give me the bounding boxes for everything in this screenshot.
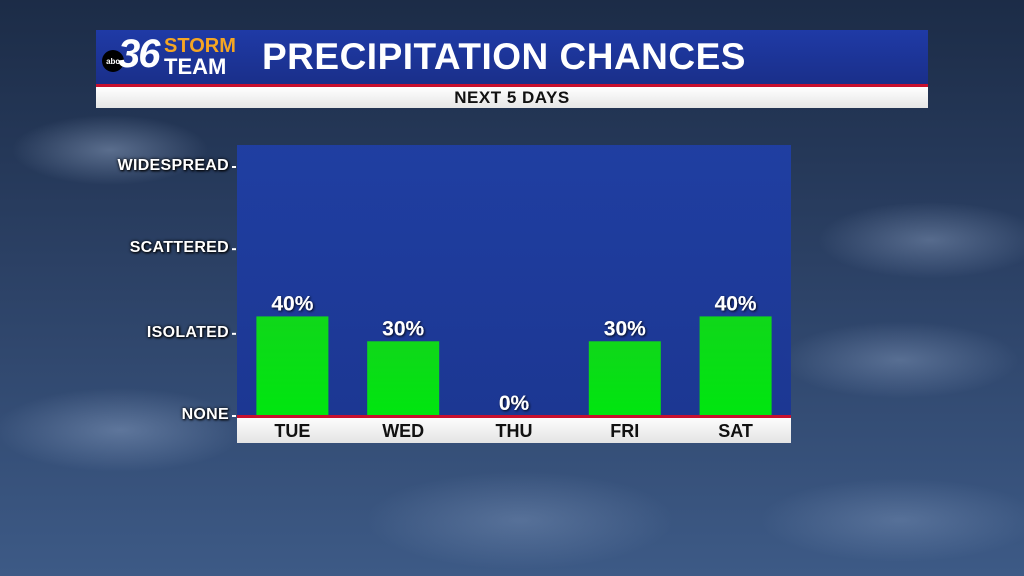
bar-value-label: 40%: [271, 292, 313, 315]
bar-value-label: 0%: [499, 392, 530, 415]
network-logo-icon: abc: [102, 50, 124, 72]
header-divider: [96, 84, 928, 87]
bar-value-label: 30%: [382, 317, 424, 340]
station-logo: abc 36 STORM TEAM: [100, 32, 250, 80]
bar: [367, 341, 440, 415]
category-band: [237, 416, 791, 443]
y-tick-label: NONE: [181, 406, 229, 423]
logo-team-text: TEAM: [164, 54, 227, 79]
x-category-label: FRI: [610, 421, 639, 441]
x-category-label: SAT: [718, 421, 753, 441]
page-title: PRECIPITATION CHANCES: [262, 36, 746, 77]
logo-storm-text: STORM: [164, 35, 236, 57]
baseline: [237, 415, 791, 418]
bar: [699, 316, 772, 415]
y-tick-label: WIDESPREAD: [117, 157, 229, 174]
y-tick-label: ISOLATED: [146, 323, 229, 341]
x-category-label: WED: [382, 421, 424, 441]
bar: [256, 316, 329, 415]
y-tick-label: SCATTERED: [129, 239, 229, 257]
x-category-label: THU: [496, 421, 533, 441]
header-bar: [96, 30, 928, 84]
logo-number: 36: [118, 32, 160, 76]
plot-area: [237, 145, 791, 416]
bar: [588, 341, 661, 415]
x-category-label: TUE: [274, 421, 310, 441]
bar-value-label: 40%: [715, 292, 757, 315]
subtitle: NEXT 5 DAYS: [96, 87, 928, 108]
bar-value-label: 30%: [604, 317, 646, 340]
